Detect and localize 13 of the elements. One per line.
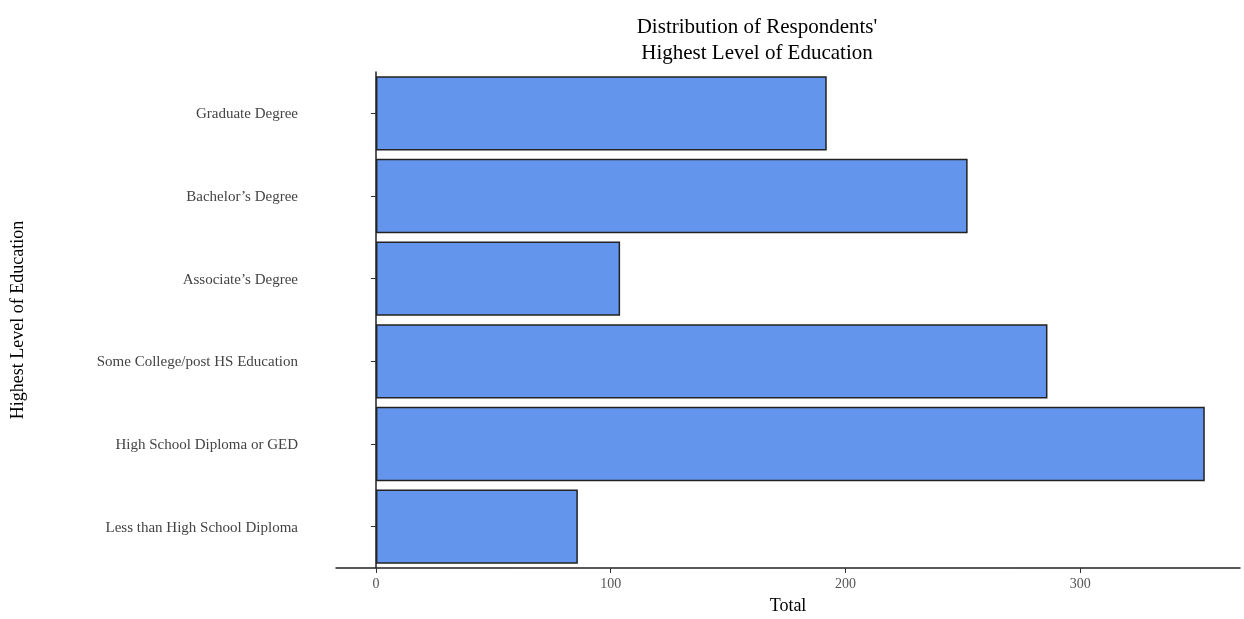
y-tick-label: Graduate Degree — [195, 105, 299, 122]
x-tick-label: 100 — [600, 575, 622, 591]
y-axis-title: Highest Level of Education — [7, 220, 27, 420]
y-tick-label: Bachelor’s Degree — [186, 188, 299, 204]
y-tick-label: Some College/post HS Education — [96, 353, 299, 370]
y-tick-label: High School Diploma or GED — [115, 436, 299, 452]
x-tick-label: 300 — [1069, 575, 1091, 591]
chart-title: Distribution of Respondents' Highest Level of Education — [636, 14, 878, 64]
y-tick-label: Less than High School Diploma — [105, 518, 299, 535]
x-tick-label: 200 — [835, 575, 857, 591]
y-tick-label: Associate’s Degree — [182, 270, 299, 287]
x-tick-label: 0 — [372, 575, 380, 591]
x-axis-title: Total — [769, 595, 807, 615]
